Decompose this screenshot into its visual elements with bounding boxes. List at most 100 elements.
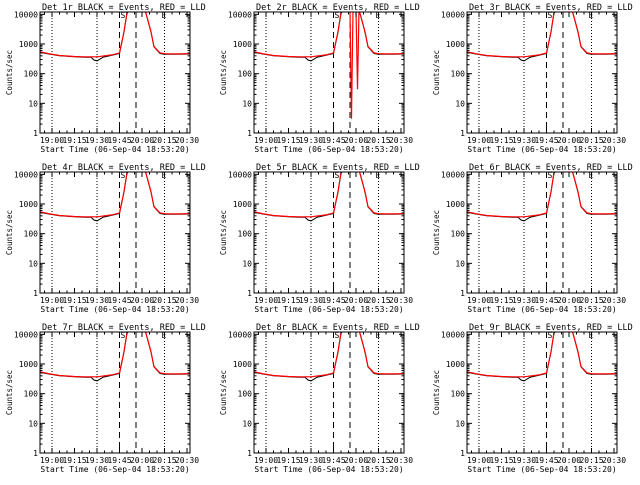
y-axis-label: Counts/sec (219, 50, 228, 95)
x-tick-label: 19:45 (534, 136, 558, 145)
x-tick-label: 20:00 (557, 456, 581, 465)
y-tick-label: 100 (451, 70, 466, 79)
y-tick-label: 1 (247, 449, 252, 458)
y-tick-label: 10000 (441, 330, 465, 339)
marker-s: S (548, 11, 553, 20)
x-tick-label: 19:45 (321, 456, 345, 465)
x-tick-label: 19:30 (512, 136, 536, 145)
lld-series-line (40, 12, 190, 58)
y-tick-label: 1 (33, 449, 38, 458)
lld-series-line (40, 172, 190, 218)
x-axis-label: Start Time (06-Sep-04 18:53:20) (467, 465, 616, 474)
y-tick-label: 100 (451, 390, 466, 399)
x-tick-label: 19:15 (276, 296, 300, 305)
axis-frame (466, 11, 618, 134)
x-axis-label: Start Time (06-Sep-04 18:53:20) (254, 145, 403, 154)
y-tick-label: 10 (242, 259, 252, 268)
chart-title: Det 5r BLACK = Events, RED = LLD (256, 163, 420, 173)
y-tick-label: 100 (238, 70, 253, 79)
y-tick-label: 10000 (14, 10, 38, 19)
x-tick-label: 19:15 (276, 136, 300, 145)
x-tick-label: 20:30 (389, 456, 413, 465)
y-tick-label: 10000 (228, 10, 252, 19)
x-tick-label: 20:00 (344, 456, 368, 465)
x-tick-label: 19:00 (40, 296, 64, 305)
y-tick-label: 1 (247, 129, 252, 138)
x-tick-label: 20:00 (557, 136, 581, 145)
x-tick-label: 20:15 (366, 456, 390, 465)
marker-s: S (121, 11, 126, 20)
axis-frame (39, 171, 191, 294)
y-axis-label: Counts/sec (219, 370, 228, 415)
y-tick-label: 10000 (14, 330, 38, 339)
chart-title: Det 3r BLACK = Events, RED = LLD (469, 3, 633, 13)
x-tick-label: 20:30 (175, 456, 199, 465)
x-axis-label: Start Time (06-Sep-04 18:53:20) (40, 465, 189, 474)
y-axis-label: Counts/sec (432, 210, 441, 255)
x-tick-label: 19:45 (107, 136, 131, 145)
marker-s: S (335, 171, 340, 180)
lld-series-line (467, 332, 617, 378)
chart-series-group (467, 12, 617, 62)
chart-title: Det 8r BLACK = Events, RED = LLD (256, 323, 420, 333)
x-tick-label: 20:15 (579, 456, 603, 465)
x-tick-label: 20:30 (175, 296, 199, 305)
x-tick-label: 19:45 (534, 296, 558, 305)
x-tick-label: 20:00 (130, 136, 154, 145)
x-tick-label: 20:00 (344, 296, 368, 305)
x-tick-label: 19:00 (254, 136, 278, 145)
y-axis-label: Counts/sec (5, 370, 14, 415)
axis-frame (39, 331, 191, 454)
y-tick-label: 1 (247, 289, 252, 298)
x-tick-label: 19:30 (299, 136, 323, 145)
chart-title: Det 6r BLACK = Events, RED = LLD (469, 163, 633, 173)
chart-title: Det 9r BLACK = Events, RED = LLD (469, 323, 633, 333)
lld-series-line (254, 332, 404, 378)
x-tick-label: 20:15 (366, 136, 390, 145)
x-tick-label: 20:15 (152, 456, 176, 465)
x-tick-label: 19:15 (489, 456, 513, 465)
x-tick-label: 19:00 (254, 296, 278, 305)
x-tick-label: 20:15 (366, 296, 390, 305)
x-tick-label: 19:00 (40, 456, 64, 465)
lld-series-line (467, 12, 617, 58)
y-tick-label: 10000 (228, 170, 252, 179)
x-axis-label: Start Time (06-Sep-04 18:53:20) (254, 465, 403, 474)
y-tick-label: 100 (24, 70, 39, 79)
chart-title: Det 7r BLACK = Events, RED = LLD (42, 323, 206, 333)
x-tick-label: 20:00 (557, 296, 581, 305)
y-tick-label: 100 (451, 230, 466, 239)
x-tick-label: 19:30 (512, 456, 536, 465)
axis-frame (253, 331, 405, 454)
x-tick-label: 20:00 (130, 296, 154, 305)
chart-series-group (254, 332, 404, 382)
x-tick-label: 19:30 (85, 136, 109, 145)
x-tick-label: 19:00 (254, 456, 278, 465)
y-tick-label: 1000 (19, 40, 38, 49)
y-tick-label: 1 (460, 289, 465, 298)
y-tick-label: 1000 (233, 200, 252, 209)
axis-frame (253, 11, 405, 134)
x-tick-label: 19:30 (85, 296, 109, 305)
x-tick-label: 19:30 (512, 296, 536, 305)
x-tick-label: 20:30 (389, 136, 413, 145)
axis-frame (466, 331, 618, 454)
x-tick-label: 20:15 (579, 136, 603, 145)
x-tick-label: 20:30 (602, 456, 626, 465)
lld-series-line (254, 172, 404, 218)
y-tick-label: 100 (238, 390, 253, 399)
y-tick-label: 1000 (446, 360, 465, 369)
marker-s: S (335, 11, 340, 20)
x-tick-label: 20:30 (602, 136, 626, 145)
x-axis-label: Start Time (06-Sep-04 18:53:20) (40, 305, 189, 314)
y-axis-label: Counts/sec (432, 370, 441, 415)
chart-series-group (254, 172, 404, 222)
x-tick-label: 20:30 (602, 296, 626, 305)
